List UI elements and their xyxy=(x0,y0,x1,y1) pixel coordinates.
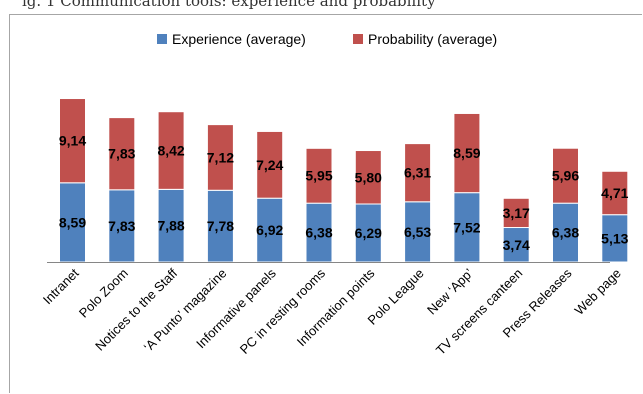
data-label-probability: 8,42 xyxy=(157,143,184,159)
bar-segment-probability xyxy=(157,111,185,190)
data-label-probability: 5,80 xyxy=(355,169,382,185)
bar-segment-probability xyxy=(354,150,382,205)
bar-segment-experience xyxy=(601,214,629,263)
data-label-probability: 5,95 xyxy=(305,168,332,184)
x-tick-label: New ‘App’ xyxy=(424,265,476,317)
data-label-experience: 5,13 xyxy=(601,230,628,246)
bar-segment-probability xyxy=(206,124,234,191)
data-label-experience: 6,38 xyxy=(305,225,332,241)
data-label-experience: 7,78 xyxy=(207,218,234,234)
data-label-probability: 6,31 xyxy=(404,165,431,181)
legend: Experience (average) Probability (average… xyxy=(157,31,497,47)
bar-segment-probability xyxy=(108,117,136,191)
data-label-probability: 7,83 xyxy=(108,146,135,162)
data-label-experience: 3,74 xyxy=(503,237,530,253)
data-label-experience: 6,29 xyxy=(355,225,382,241)
bar-segment-probability xyxy=(453,112,481,194)
data-label-experience: 8,59 xyxy=(59,214,86,230)
bar-segment-experience xyxy=(305,202,333,263)
x-tick-label: PC in resting rooms xyxy=(237,265,329,357)
figure-caption-strip: ig. 1 Communication tools: experience an… xyxy=(0,0,643,14)
x-tick-label: Intranet xyxy=(40,265,82,307)
data-label-probability: 4,71 xyxy=(601,185,628,201)
data-label-experience: 6,53 xyxy=(404,224,431,240)
data-label-probability: 8,59 xyxy=(453,145,480,161)
bar-segment-experience xyxy=(354,203,382,263)
data-label-experience: 7,52 xyxy=(453,219,480,235)
legend-label-experience: Experience (average) xyxy=(172,31,306,47)
data-label-experience: 6,92 xyxy=(256,222,283,238)
bar-segment-experience xyxy=(157,188,185,263)
bar-segment-probability xyxy=(404,143,432,203)
data-label-experience: 7,88 xyxy=(157,218,184,234)
figure-caption: ig. 1 Communication tools: experience an… xyxy=(22,0,436,10)
bar-segment-probability xyxy=(552,147,579,204)
bar-segment-probability xyxy=(305,147,333,204)
x-tick-label: Notices to the Staff xyxy=(92,265,180,353)
bar-segment-probability xyxy=(256,130,284,199)
data-label-probability: 5,96 xyxy=(552,168,579,184)
data-label-probability: 3,17 xyxy=(503,205,530,221)
legend-swatch-experience xyxy=(157,34,167,44)
bar-segment-probability xyxy=(601,170,629,216)
bar-segment-experience xyxy=(206,189,234,263)
legend-swatch-probability xyxy=(353,34,363,44)
bar-segment-probability xyxy=(59,98,86,184)
data-label-probability: 7,24 xyxy=(256,157,283,173)
bar-segment-probability xyxy=(502,197,530,229)
data-label-probability: 7,12 xyxy=(207,149,234,165)
x-tick-label: TV screens canteen xyxy=(433,266,525,358)
x-tick-label: ‘A Punto’ magazine xyxy=(141,266,230,355)
data-label-experience: 7,83 xyxy=(108,218,135,234)
x-tick-label: Web page xyxy=(572,266,624,318)
data-label-probability: 9,14 xyxy=(59,133,86,149)
bars-layer: 8,59 9,14 7,83 7,83 7,88 8,42 7,78 7,12 6,92 7,24… xyxy=(59,98,629,263)
data-label-experience: 6,38 xyxy=(552,225,579,241)
legend-label-probability: Probability (average) xyxy=(368,31,497,47)
